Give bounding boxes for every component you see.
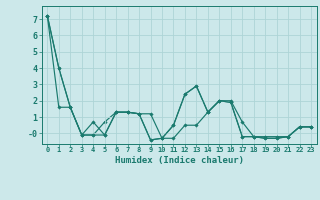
X-axis label: Humidex (Indice chaleur): Humidex (Indice chaleur) xyxy=(115,156,244,165)
